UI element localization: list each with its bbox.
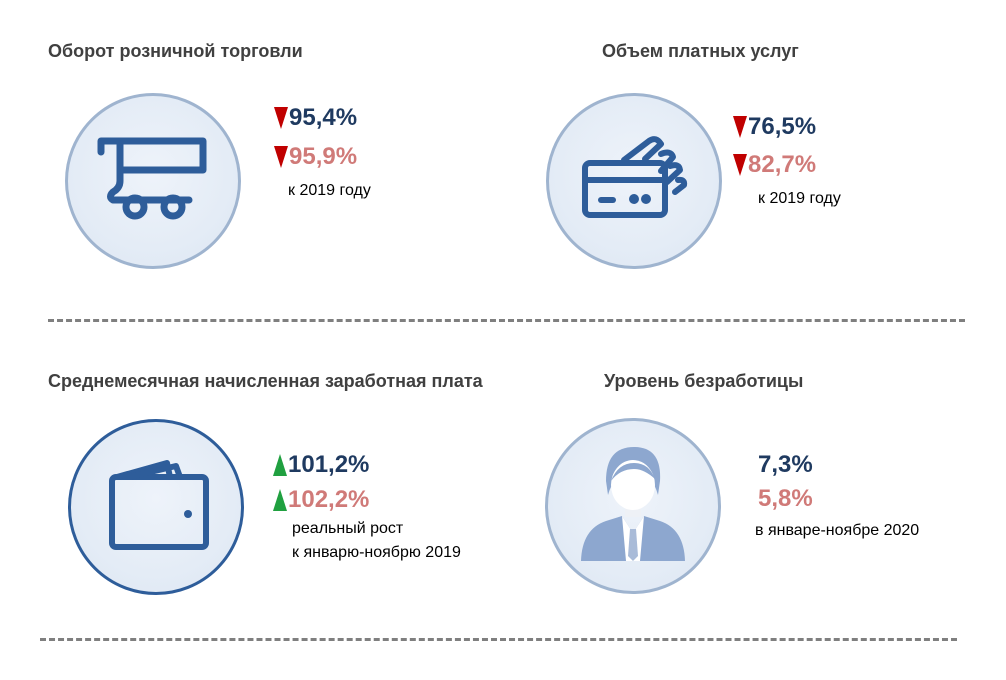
arrow-down-icon xyxy=(274,107,288,129)
person-icon xyxy=(581,447,685,561)
services-value1-text: 76,5% xyxy=(748,113,817,140)
section-divider xyxy=(40,638,957,641)
unemployment-title: Уровень безработицы xyxy=(604,371,804,391)
arrow-down-icon xyxy=(733,154,747,176)
retail-title: Оборот розничной торговли xyxy=(48,41,303,61)
arrow-down-icon xyxy=(733,116,747,138)
services-value1: 76,5% xyxy=(733,113,816,141)
arrow-down-icon xyxy=(274,146,288,168)
wages-note-line1: реальный рост xyxy=(292,520,404,537)
retail-value1-text: 95,4% xyxy=(289,104,358,131)
retail-value2-text: 95,9% xyxy=(289,143,358,170)
unemployment-value2: 5,8% xyxy=(758,485,813,512)
card-payment-icon xyxy=(582,136,688,218)
unemployment-value1: 7,3% xyxy=(758,451,813,478)
shopping-cart-icon xyxy=(97,137,207,220)
services-note: к 2019 году xyxy=(758,190,841,207)
retail-circle xyxy=(65,93,241,269)
services-title: Объем платных услуг xyxy=(602,41,799,61)
retail-value1: 95,4% xyxy=(274,104,357,132)
services-value2-text: 82,7% xyxy=(748,151,817,178)
arrow-up-icon xyxy=(273,454,287,476)
retail-note: к 2019 году xyxy=(288,182,371,199)
wages-title: Среднемесячная начисленная заработная пл… xyxy=(48,371,483,391)
wages-value1-text: 101,2% xyxy=(288,451,370,478)
arrow-up-icon xyxy=(273,489,287,511)
wages-value2: 102,2% xyxy=(273,486,369,514)
wages-note-line2: к январю-ноябрю 2019 xyxy=(292,544,461,561)
services-circle xyxy=(546,93,722,269)
services-value2: 82,7% xyxy=(733,151,816,179)
section-divider xyxy=(48,319,965,322)
retail-value2: 95,9% xyxy=(274,143,357,171)
unemployment-note: в январе-ноябре 2020 xyxy=(755,522,920,539)
wages-value2-text: 102,2% xyxy=(288,486,370,513)
wages-circle xyxy=(68,419,244,595)
unemployment-circle xyxy=(545,418,721,594)
wages-value1: 101,2% xyxy=(273,451,369,479)
wallet-icon xyxy=(109,460,209,550)
